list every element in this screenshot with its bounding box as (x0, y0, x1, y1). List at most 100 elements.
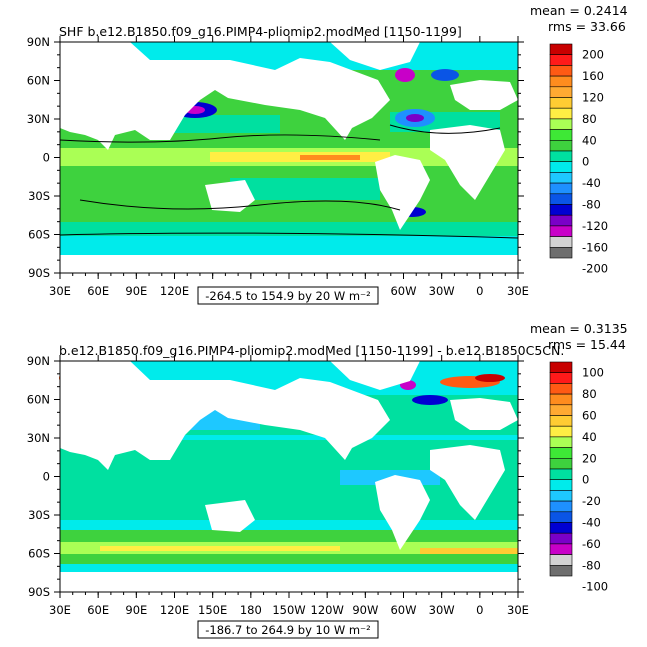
colorbar-swatch (549, 543, 573, 555)
lon-tick-label: 0 (476, 603, 483, 617)
colorbar-label: -40 (582, 176, 601, 190)
lat-tick-label: 30N (27, 112, 50, 126)
colorbar-label: 60 (582, 409, 597, 423)
colorbar-swatch (549, 404, 573, 416)
lon-tick-label: 90W (352, 603, 378, 617)
lat-tick-label: 90N (27, 354, 50, 368)
lon-tick-label: 150E (198, 603, 227, 617)
colorbar-swatch (549, 479, 573, 491)
colorbar-label: 160 (582, 69, 604, 83)
colorbar-label: 80 (582, 112, 597, 126)
colorbar-swatch (549, 554, 573, 566)
colorbar-swatch (549, 361, 573, 373)
lat-tick-label: 90N (27, 35, 50, 49)
lon-tick-label: 60E (87, 284, 109, 298)
colorbar-swatch (549, 140, 573, 152)
panel-1: SHF b.e12.B1850.f09_g16.PIMP4-pliomip2.m… (27, 3, 628, 305)
panel-2-rms: rms = 15.44 (548, 337, 626, 352)
panel-1-lat-axis: 90N 60N 30N 0 30S 60S 90S (27, 35, 524, 280)
lat-tick-label: 30N (27, 431, 50, 445)
lon-tick-label: 60W (390, 603, 416, 617)
colorbar-swatch (549, 383, 573, 395)
panel-2-lon-axis: 30E 60E 90E 120E 150E 180 150W 120W 90W 60W 30W 0 30… (49, 355, 529, 617)
colorbar-label: -200 (582, 262, 608, 276)
colorbar-swatch (549, 65, 573, 77)
colorbar-swatch (549, 490, 573, 502)
lat-tick-label: 0 (43, 470, 50, 484)
lon-tick-label: 30W (429, 603, 455, 617)
colorbar-swatch (549, 86, 573, 98)
colorbar-label: 0 (582, 155, 589, 169)
colorbar-swatch (549, 129, 573, 141)
colorbar-swatch (549, 54, 573, 66)
panel-1-map (59, 41, 519, 274)
colorbar-swatch (549, 204, 573, 216)
colorbar-swatch (549, 43, 573, 55)
panel-2-map (59, 360, 519, 593)
colorbar-swatch (549, 468, 573, 480)
colorbar-label: 20 (582, 451, 597, 465)
lon-tick-label: 120E (160, 603, 189, 617)
colorbar-swatch (549, 457, 573, 470)
colorbar-swatch (549, 118, 573, 130)
colorbar-label: 120 (582, 91, 604, 105)
lon-tick-label: 30E (507, 603, 529, 617)
colorbar-swatch (549, 247, 573, 259)
colorbar-swatch (549, 172, 573, 184)
colorbar-swatch (549, 415, 573, 427)
colorbar-label: -100 (582, 580, 608, 594)
panel-1-title: SHF b.e12.B1850.f09_g16.PIMP4-pliomip2.m… (59, 24, 462, 39)
colorbar-label: -120 (582, 219, 608, 233)
colorbar-swatch (549, 372, 573, 384)
panel-2-colorbar: 100 80 60 40 20 0 -20 -40 -60 -80 -100 (549, 361, 608, 594)
panel-1-mean: mean = 0.2414 (530, 3, 628, 18)
lon-tick-label: 60W (390, 284, 416, 298)
colorbar-swatch (549, 447, 573, 459)
colorbar-label: 40 (582, 133, 597, 147)
colorbar-swatch (549, 150, 573, 162)
colorbar-label: -80 (582, 198, 601, 212)
panel-1-range-box (197, 286, 379, 305)
colorbar-label: 200 (582, 48, 604, 62)
lon-tick-label: 150W (272, 603, 305, 617)
colorbar-swatch (549, 436, 573, 448)
lat-tick-label: 60N (27, 74, 50, 88)
lat-tick-label: 30S (28, 189, 50, 203)
colorbar-swatch (549, 225, 573, 237)
colorbar-swatch (549, 161, 573, 173)
colorbar-swatch (549, 75, 573, 88)
colorbar-swatch (549, 236, 573, 248)
colorbar-swatch (549, 393, 573, 406)
lon-tick-label: 90E (125, 284, 147, 298)
lon-tick-label: 30E (49, 603, 71, 617)
lat-tick-label: 0 (43, 151, 50, 165)
panel-2-mean: mean = 0.3135 (530, 321, 628, 336)
lon-tick-label: 30W (429, 284, 455, 298)
colorbar-swatch (549, 214, 573, 227)
colorbar-label: -60 (582, 537, 601, 551)
colorbar-swatch (549, 107, 573, 120)
panel-2-lat-axis: 90N 60N 30N 0 30S 60S 90S (27, 354, 524, 599)
colorbar-label: -20 (582, 494, 601, 508)
colorbar-swatch (549, 500, 573, 513)
lon-tick-label: 120E (160, 284, 189, 298)
lon-tick-label: 0 (476, 284, 483, 298)
panel-2-range-box (197, 620, 379, 639)
colorbar-label: 100 (582, 366, 604, 380)
lat-tick-label: 30S (28, 508, 50, 522)
lat-tick-label: 90S (28, 585, 50, 599)
panel-2: b.e12.B1850.f09_g16.PIMP4-pliomip2.modMe… (27, 321, 628, 639)
colorbar-swatch (549, 532, 573, 545)
lon-tick-label: 120W (311, 603, 344, 617)
colorbar-label: 80 (582, 387, 597, 401)
colorbar-label: -80 (582, 558, 601, 572)
panel-2-title: b.e12.B1850.f09_g16.PIMP4-pliomip2.modMe… (59, 343, 564, 358)
colorbar-label: 0 (582, 473, 589, 487)
panel-2-range-label: -186.7 to 264.9 by 10 W m⁻² (205, 623, 370, 637)
lat-tick-label: 60N (27, 393, 50, 407)
lon-tick-label: 90E (125, 603, 147, 617)
lon-tick-label: 30E (507, 284, 529, 298)
lat-tick-label: 90S (28, 266, 50, 280)
colorbar-label: -40 (582, 516, 601, 530)
